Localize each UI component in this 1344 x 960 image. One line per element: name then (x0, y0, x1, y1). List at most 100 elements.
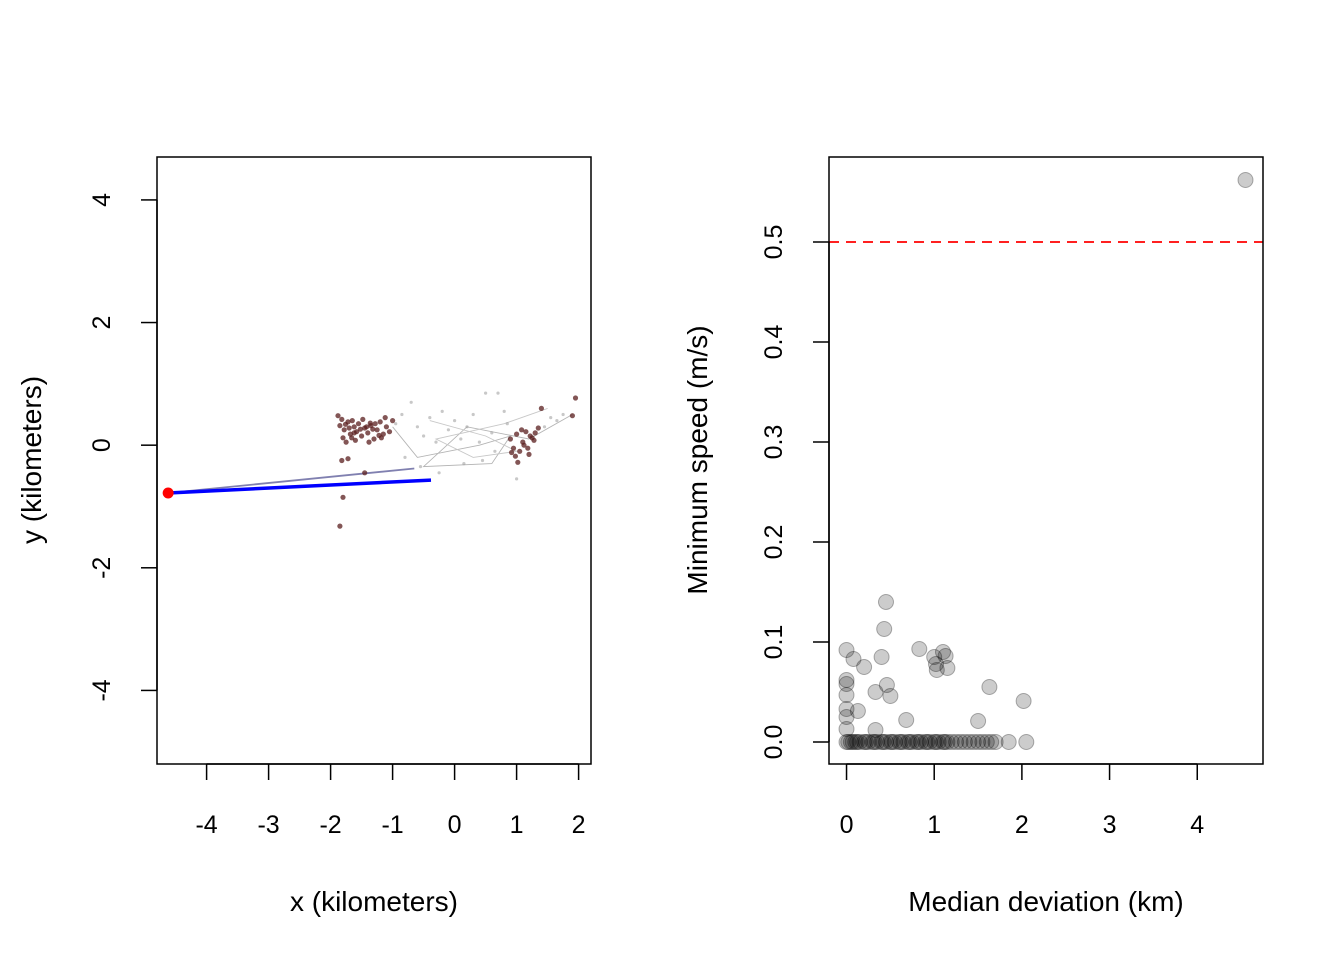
track-point (346, 425, 352, 431)
speed-point (919, 734, 936, 750)
track-point (509, 449, 515, 456)
faint-point (490, 431, 494, 435)
faint-point (446, 428, 450, 432)
faint-point (428, 416, 432, 420)
speed-point (1015, 693, 1032, 709)
speed-point (869, 734, 886, 750)
track-point (367, 420, 373, 426)
left-x-tick-label: -4 (195, 811, 217, 839)
track-point (362, 470, 368, 476)
speed-point (849, 703, 866, 719)
track-point (340, 435, 346, 441)
right-y-tick-label: 0.1 (760, 625, 788, 660)
track-point (382, 415, 388, 421)
track-point (514, 431, 520, 437)
faint-point (409, 400, 413, 404)
track-point (372, 421, 378, 427)
faint-point (440, 409, 444, 413)
track-point (376, 432, 382, 438)
faint-point (505, 422, 509, 426)
speed-point (937, 648, 954, 664)
faint-point (415, 425, 419, 429)
right-plot-marks (829, 172, 1263, 750)
speed-point (974, 734, 991, 750)
track-point (349, 418, 355, 424)
speed-point (910, 734, 927, 750)
speed-point (857, 734, 874, 750)
track-point (345, 456, 351, 462)
track-point (532, 430, 538, 436)
speed-point (847, 734, 864, 750)
speed-point (926, 734, 943, 750)
speed-point (921, 734, 938, 750)
faint-point (418, 465, 423, 469)
track-point (569, 413, 576, 419)
speed-point (856, 734, 873, 750)
left-x-axis: -4 -3 -2 -1 0 1 2 (195, 763, 586, 839)
speed-point (840, 734, 857, 750)
speed-point (936, 734, 953, 750)
left-y-axis: -4 -2 0 2 4 (88, 193, 158, 702)
faint-point (561, 412, 565, 417)
track-point (370, 426, 376, 432)
left-x-tick-label: -3 (257, 811, 279, 839)
speed-point (961, 734, 978, 750)
speed-point (911, 641, 928, 657)
flagged-track-line (168, 467, 415, 494)
right-y-tick-label: 0.2 (760, 525, 788, 560)
speed-point (844, 734, 861, 750)
track-point (366, 439, 372, 445)
speed-point (892, 734, 909, 750)
speed-point (904, 734, 921, 750)
track-point (371, 436, 377, 442)
speed-point (849, 734, 866, 750)
right-x-tick-label: 1 (927, 811, 941, 839)
left-x-tick-label: 0 (448, 811, 462, 839)
track-point (339, 457, 345, 464)
speed-point (838, 721, 855, 737)
faint-point (542, 425, 547, 429)
left-x-tick-label: 1 (510, 811, 524, 839)
speed-point (838, 701, 855, 717)
track-point (521, 442, 527, 448)
speed-point (987, 734, 1004, 750)
track-point (519, 427, 525, 433)
left-x-tick-label: -2 (319, 811, 341, 839)
track-point (538, 405, 545, 411)
track-point (526, 451, 532, 457)
track-point (507, 436, 513, 442)
speed-point (838, 642, 855, 658)
speed-point (860, 734, 877, 750)
speed-point (939, 660, 956, 676)
speed-point (875, 734, 892, 750)
track-point (390, 418, 396, 424)
faint-track-line (429, 407, 548, 458)
speed-point (928, 734, 944, 750)
speed-point (838, 676, 855, 692)
speed-point (935, 644, 951, 660)
left-x-tick-label: -1 (381, 811, 403, 839)
speed-point (895, 734, 912, 750)
track-point (340, 494, 346, 500)
right-x-axis: 0 1 2 3 4 (840, 763, 1204, 839)
track-point (527, 433, 533, 439)
track-point (351, 424, 357, 430)
left-y-tick-label: -2 (88, 557, 116, 579)
faint-point (502, 409, 506, 413)
speed-point (1237, 172, 1254, 188)
track-point (510, 445, 517, 451)
faint-point (422, 434, 426, 438)
speed-point (851, 734, 868, 750)
speed-point (845, 651, 862, 667)
faint-point (493, 449, 497, 453)
right-x-axis-label: Median deviation (km) (908, 886, 1183, 917)
right-y-tick-label: 0.5 (760, 225, 788, 260)
right-y-tick-label: 0.4 (760, 325, 788, 360)
speed-point (898, 712, 915, 728)
right-x-tick-label: 4 (1190, 811, 1204, 839)
track-point (343, 439, 349, 445)
left-x-tick-label: 2 (572, 811, 586, 839)
track-point (360, 416, 366, 422)
